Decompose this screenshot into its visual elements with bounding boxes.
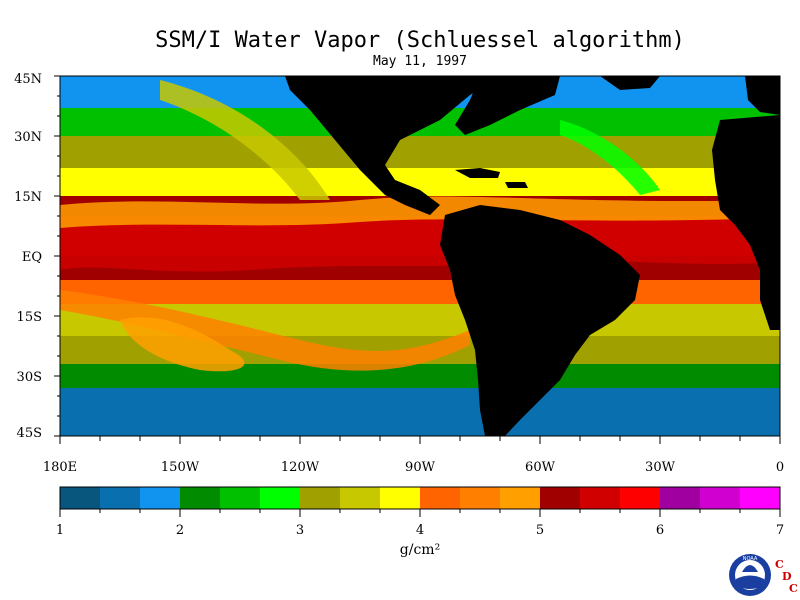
- colorbar-units: g/cm²: [399, 542, 441, 558]
- land-mass-4: [440, 205, 640, 436]
- cdc-letter-c2: C: [789, 582, 798, 595]
- vapor-band-10: [60, 364, 780, 388]
- vapor-plume-4: [160, 80, 330, 200]
- lon-label-0: 0: [775, 460, 785, 475]
- noaa-logo-text: NOAA: [743, 556, 758, 562]
- lon-label-30w: 30W: [645, 460, 675, 475]
- land-mass-3: [505, 182, 528, 188]
- colorbar-swatch-3: [180, 487, 221, 509]
- lat-label-eq: EQ: [21, 250, 42, 265]
- cdc-letter-c1: C: [775, 558, 784, 571]
- land-mass-2: [455, 168, 500, 178]
- colorbar-label-4: 4: [415, 523, 425, 538]
- land-mass-5: [712, 115, 780, 330]
- colorbar-swatch-12: [540, 487, 581, 509]
- colorbar-swatch-11: [500, 487, 541, 509]
- colorbar-swatch-14: [620, 487, 661, 509]
- colorbar-swatch-17: [740, 487, 781, 509]
- vapor-plume-1: [60, 196, 780, 228]
- vapor-band-2: [60, 136, 780, 168]
- colorbar: [59, 486, 781, 517]
- map-ticks: [54, 75, 781, 444]
- colorbar-swatch-9: [420, 487, 461, 509]
- lon-label-180e: 180E: [42, 460, 78, 475]
- vapor-plume-5: [560, 120, 660, 195]
- land-mass-0: [285, 76, 500, 215]
- colorbar-swatch-5: [260, 487, 301, 509]
- noaa-cdc-logo: NOAA C D C: [729, 554, 798, 596]
- lon-label-120w: 120W: [280, 460, 320, 475]
- map-title: SSM/I Water Vapor (Schluessel algorithm): [155, 28, 685, 53]
- lon-label-150w: 150W: [160, 460, 200, 475]
- colorbar-label-5: 5: [535, 523, 545, 538]
- lat-label-45s: 45S: [16, 426, 42, 441]
- noaa-logo-bird: [742, 565, 758, 572]
- colorbar-swatch-16: [700, 487, 741, 509]
- colorbar-swatch-7: [340, 487, 381, 509]
- vapor-plume-3: [120, 317, 245, 372]
- lat-label-30s: 30S: [16, 370, 42, 385]
- colorbar-swatch-15: [660, 487, 701, 509]
- colorbar-label-6: 6: [655, 523, 665, 538]
- colorbar-swatch-2: [140, 487, 181, 509]
- lat-label-30n: 30N: [14, 130, 42, 145]
- land-mass-6: [745, 76, 780, 115]
- vapor-plume-2: [60, 290, 470, 371]
- colorbar-swatch-4: [220, 487, 261, 509]
- lon-label-90w: 90W: [405, 460, 435, 475]
- lat-label-15n: 15N: [14, 190, 42, 205]
- colorbar-swatch-1: [100, 487, 141, 509]
- lon-label-60w: 60W: [525, 460, 555, 475]
- vapor-band-11: [60, 388, 780, 436]
- lat-label-45n: 45N: [14, 72, 42, 87]
- colorbar-label-1: 1: [55, 523, 65, 538]
- colorbar-swatch-6: [300, 487, 341, 509]
- colorbar-swatch-13: [580, 487, 621, 509]
- cdc-letter-d: D: [782, 570, 792, 583]
- map-date: May 11, 1997: [373, 54, 467, 69]
- colorbar-swatch-0: [60, 487, 101, 509]
- colorbar-label-7: 7: [775, 523, 785, 538]
- colorbar-label-2: 2: [175, 523, 185, 538]
- lat-label-15s: 15S: [16, 310, 42, 325]
- vapor-band-7: [60, 280, 780, 304]
- colorbar-label-3: 3: [295, 523, 305, 538]
- colorbar-swatch-8: [380, 487, 421, 509]
- colorbar-swatch-10: [460, 487, 501, 509]
- land-mass-7: [600, 76, 660, 90]
- noaa-logo-wave: [736, 575, 764, 589]
- land-mass-1: [455, 76, 560, 135]
- water-vapor-map: [59, 75, 781, 437]
